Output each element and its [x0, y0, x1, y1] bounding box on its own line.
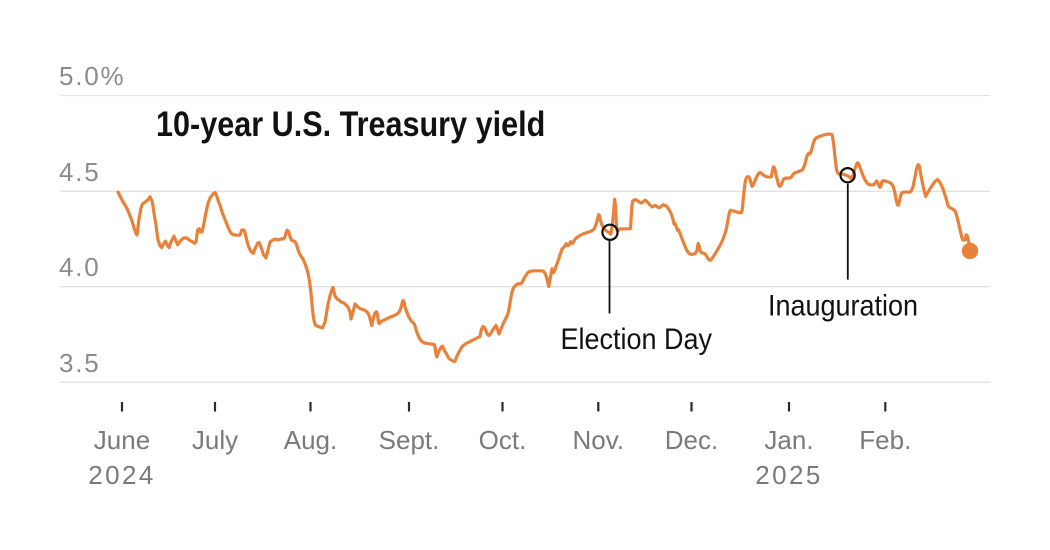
svg-text:June: June — [94, 425, 150, 455]
svg-text:Sept.: Sept. — [379, 425, 440, 455]
svg-text:Dec.: Dec. — [665, 425, 718, 455]
svg-text:5.0%: 5.0% — [59, 61, 125, 91]
svg-text:Nov.: Nov. — [573, 425, 625, 455]
svg-text:Aug.: Aug. — [284, 425, 338, 455]
svg-text:July: July — [192, 425, 238, 455]
svg-text:Oct.: Oct. — [479, 425, 527, 455]
svg-text:Jan.: Jan. — [764, 425, 813, 455]
svg-text:10-year U.S. Treasury yield: 10-year U.S. Treasury yield — [156, 104, 545, 143]
svg-text:4.0: 4.0 — [59, 252, 101, 282]
svg-text:4.5: 4.5 — [59, 157, 101, 187]
svg-text:2024: 2024 — [88, 460, 155, 490]
svg-text:2025: 2025 — [755, 460, 822, 490]
svg-text:3.5: 3.5 — [59, 348, 101, 378]
svg-text:Election Day: Election Day — [561, 323, 713, 357]
svg-text:Feb.: Feb. — [859, 425, 911, 455]
svg-text:Inauguration: Inauguration — [768, 289, 918, 323]
